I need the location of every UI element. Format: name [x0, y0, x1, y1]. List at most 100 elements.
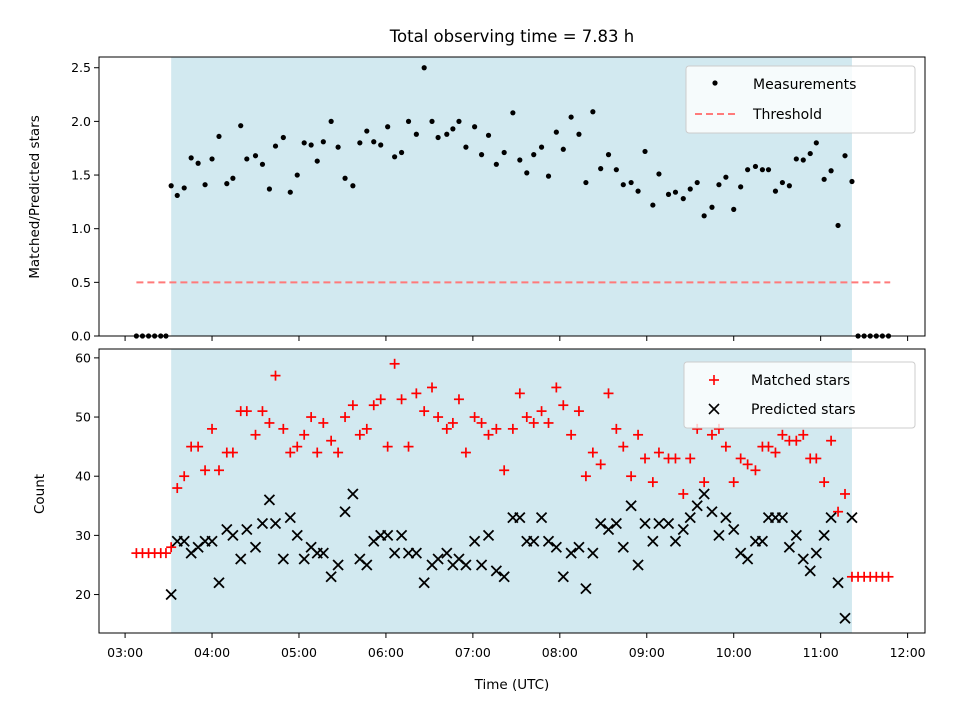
legend-label-matched: Matched stars — [751, 373, 850, 389]
matched-star-point — [396, 394, 407, 405]
predicted-star-point — [339, 506, 351, 518]
matched-star-point — [573, 406, 584, 417]
predicted-star-point — [325, 571, 337, 583]
chart-title: Total observing time = 7.83 h — [389, 27, 634, 46]
predicted-star-point — [241, 523, 253, 536]
matched-star-point — [460, 447, 471, 458]
matched-star-point — [811, 453, 822, 464]
matched-star-point — [285, 447, 296, 458]
predicted-star-point — [557, 571, 569, 583]
matched-star-point — [551, 382, 562, 393]
matched-star-point — [312, 447, 323, 458]
predicted-star-point — [617, 541, 629, 553]
measurement-point — [656, 171, 662, 177]
bottom-panel: 20 30 40 50 60 03:00 04:00 05:00 06:00 07:00 08:0… — [32, 348, 926, 693]
predicted-star-point — [206, 535, 218, 547]
measurement-point — [230, 175, 236, 181]
matched-star-point — [699, 477, 710, 488]
measurement-point — [553, 129, 559, 135]
bottom-legend-box — [683, 361, 916, 429]
predicted-star-point — [662, 517, 675, 530]
x-tick-label: 09:00 — [629, 645, 665, 660]
matched-star-point — [469, 412, 480, 423]
measurement-point — [779, 179, 786, 186]
predicted-star-point — [783, 541, 795, 553]
predicted-star-point — [647, 535, 659, 547]
top-y-tick-label: 2.0 — [71, 114, 91, 129]
predicted-star-point — [165, 588, 177, 601]
matched-star-point — [566, 429, 577, 440]
matched-star-point — [207, 423, 218, 434]
measurement-point — [385, 124, 391, 130]
predicted-star-point — [284, 511, 296, 524]
predicted-star-point — [178, 535, 190, 547]
predicted-star-point — [573, 541, 585, 553]
matched-star-point — [368, 400, 379, 411]
matched-star-point — [670, 453, 681, 464]
predicted-star-point — [669, 535, 682, 547]
measurement-point — [650, 202, 656, 208]
measurement-point — [364, 128, 370, 134]
measurement-point — [328, 118, 334, 124]
matched-star-point — [499, 465, 510, 476]
matched-star-point — [447, 417, 458, 428]
predicted-star-point — [684, 511, 696, 524]
matched-star-point — [375, 394, 386, 405]
predicted-star-point — [498, 571, 510, 583]
predicted-star-point — [639, 517, 651, 530]
predicted-star-point — [468, 535, 481, 547]
matched-star-point — [728, 477, 739, 488]
measurement-point — [463, 144, 469, 150]
matched-star-point — [326, 435, 337, 446]
bottom-legend: Matched stars Predicted stars — [683, 361, 916, 429]
measurement-point — [620, 182, 626, 188]
matched-star-point — [742, 459, 753, 470]
legend-label-measurements: Measurements — [753, 77, 856, 93]
measurement-point — [752, 163, 759, 170]
matched-star-point — [476, 417, 487, 428]
measurement-point — [538, 144, 545, 150]
top-y-tick-label: 1.0 — [71, 221, 91, 236]
measurement-point — [320, 139, 326, 145]
predicted-star-point — [432, 553, 444, 565]
predicted-star-point — [832, 577, 844, 589]
predicted-star-point — [565, 547, 577, 559]
measurement-point — [517, 157, 523, 163]
measurement-point — [723, 174, 729, 180]
top-x-axis-ticks — [124, 336, 909, 341]
predicted-star-point — [213, 577, 225, 589]
matched-star-point — [299, 429, 310, 440]
matched-star-points — [131, 358, 894, 582]
measurement-point — [709, 204, 715, 210]
measurement-point — [244, 156, 250, 162]
bottom-y-tick-label: 20 — [75, 587, 91, 602]
measurement-points — [133, 65, 892, 339]
predicted-star-point — [269, 517, 282, 530]
matched-star-point — [419, 406, 430, 417]
predicted-star-point — [418, 577, 430, 589]
predicted-star-point — [839, 612, 851, 624]
measurement-point — [413, 131, 419, 137]
matched-star-point — [318, 417, 329, 428]
matched-star-point — [179, 471, 190, 482]
measurement-point — [745, 167, 751, 173]
matched-star-point — [403, 441, 414, 452]
measurement-point — [524, 170, 530, 176]
measurement-point — [435, 134, 441, 141]
measurement-point — [501, 149, 507, 156]
x-axis-label: Time (UTC) — [474, 677, 550, 693]
measurement-point — [209, 156, 215, 162]
legend-marker-measurements — [712, 80, 718, 86]
matched-star-point — [678, 488, 689, 499]
x-tick-label: 05:00 — [281, 645, 317, 660]
measurement-point — [560, 146, 566, 152]
measurement-point — [272, 143, 279, 149]
measurement-point — [342, 175, 348, 181]
measurement-point — [308, 142, 314, 148]
measurement-point — [583, 179, 589, 186]
matched-star-point — [507, 423, 518, 434]
predicted-star-point — [514, 511, 526, 524]
predicted-star-point — [298, 553, 310, 565]
measurement-point — [224, 181, 230, 187]
matched-star-point — [278, 423, 289, 434]
